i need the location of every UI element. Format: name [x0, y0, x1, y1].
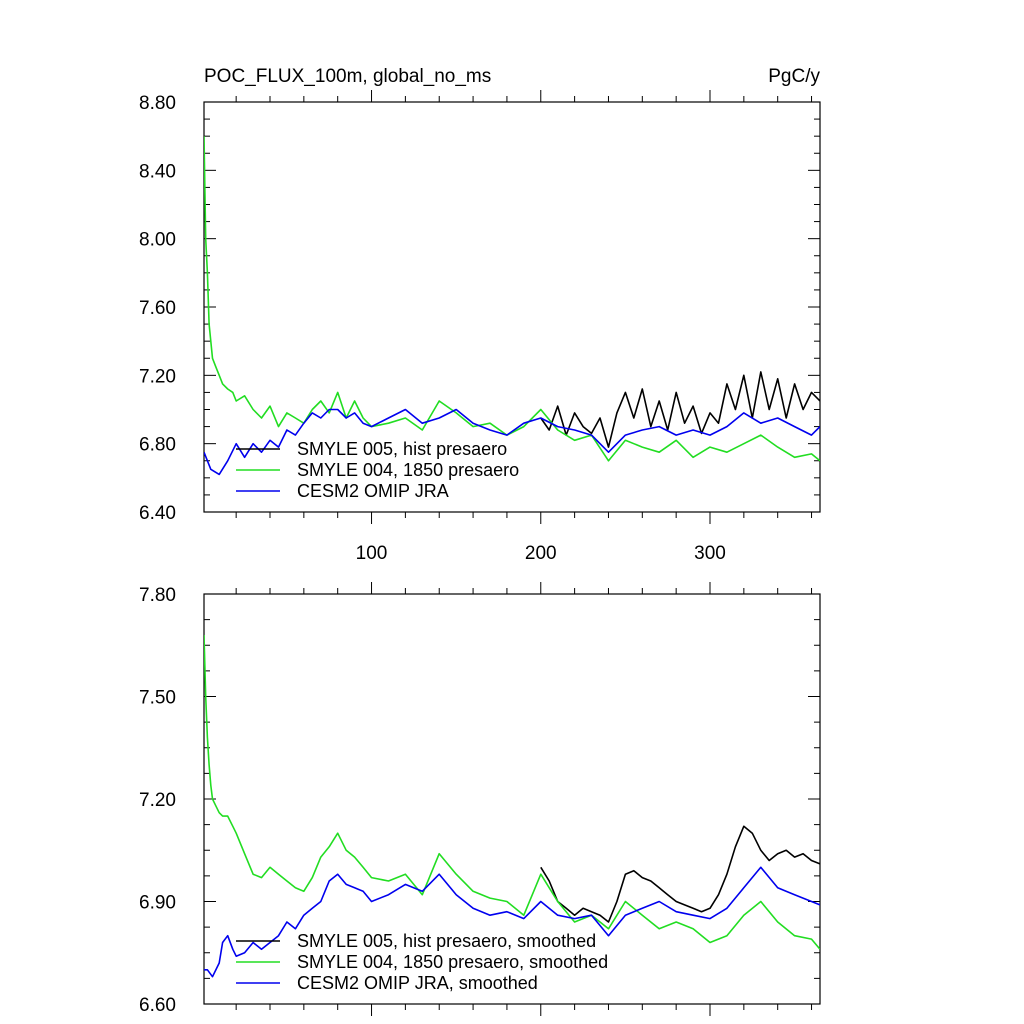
y-tick-label: 7.20	[139, 790, 176, 811]
y-tick-label: 7.60	[139, 298, 176, 319]
legend-label-2: CESM2 OMIP JRA, smoothed	[297, 973, 538, 993]
y-tick-label: 6.80	[139, 435, 176, 456]
top-panel: 6.40 6.80 7.20 7.60 8.00 8.40 8.80 100 200 300 POC…	[139, 66, 821, 564]
y-tick-label: 8.00	[139, 230, 176, 251]
y-tick-label: 6.90	[139, 893, 176, 914]
y-tick-label: 7.80	[139, 585, 176, 606]
series-line-1	[204, 136, 820, 462]
x-tick-label: 100	[356, 543, 388, 564]
series-line-2	[204, 866, 820, 978]
series-line-2	[204, 408, 820, 476]
legend-label-1: SMYLE 004, 1850 presaero, smoothed	[297, 952, 608, 972]
bottom-panel: 6.60 6.90 7.20 7.50 7.80 SMYLE 005, hist pres…	[139, 582, 821, 1016]
chart-title: POC_FLUX_100m, global_no_ms	[204, 66, 491, 87]
y-tick-label: 8.80	[139, 93, 176, 114]
x-tick-label: 200	[525, 543, 557, 564]
legend-label-0: SMYLE 005, hist presaero, smoothed	[297, 931, 596, 951]
series-line-0	[540, 825, 820, 923]
y-tick-label: 8.40	[139, 161, 176, 182]
series-line-0	[540, 371, 820, 448]
y-tick-label: 7.50	[139, 688, 176, 709]
y-tick-label: 7.20	[139, 366, 176, 387]
legend-label-2: CESM2 OMIP JRA	[297, 481, 449, 501]
legend-label-0: SMYLE 005, hist presaero	[297, 439, 507, 459]
y-tick-label: 6.40	[139, 503, 176, 524]
legend-label-1: SMYLE 004, 1850 presaero	[297, 460, 519, 480]
x-tick-label: 300	[694, 543, 726, 564]
series-line-1	[204, 634, 820, 950]
y-tick-label: 6.60	[139, 995, 176, 1016]
chart-units: PgC/y	[768, 66, 820, 87]
